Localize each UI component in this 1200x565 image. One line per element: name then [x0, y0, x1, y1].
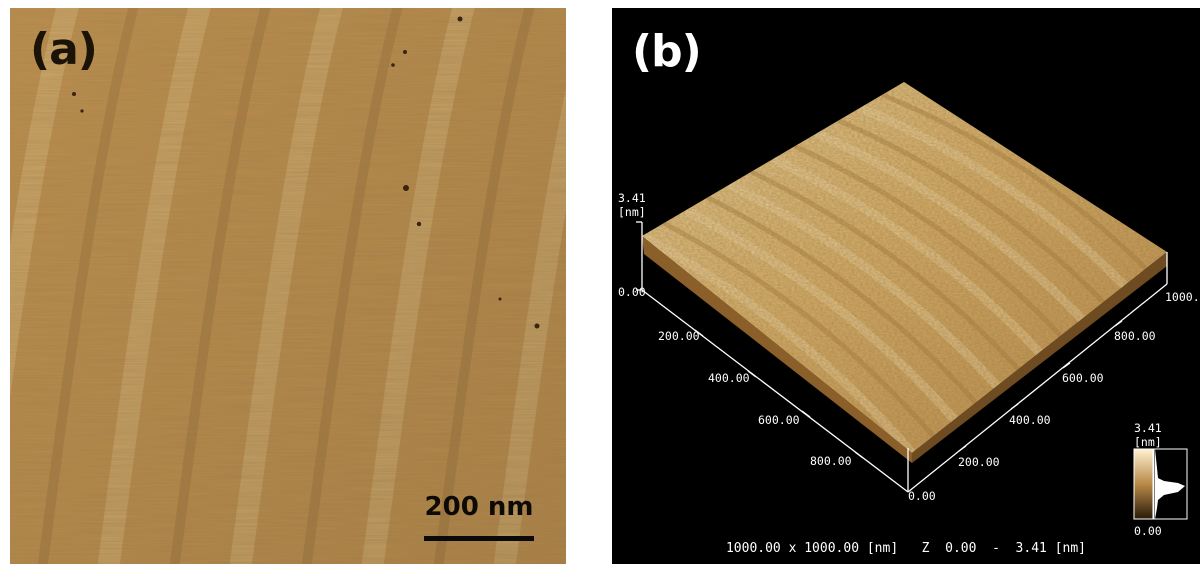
left-axis-tick-3: 600.00	[758, 413, 800, 427]
afm-texture	[10, 8, 566, 564]
z-axis-max-value: 3.41	[618, 191, 646, 205]
colorbar-max-value: 3.41	[1134, 421, 1162, 435]
left-axis-tick-4: 800.00	[810, 454, 852, 468]
afm-3d-rendering: 3.41 [nm] 0.00 200.00 400.00 600.00 800.…	[612, 8, 1200, 564]
caption-scan-size: 1000.00 x 1000.00 [nm]	[725, 541, 899, 556]
left-axis-tick-2: 400.00	[708, 371, 750, 385]
axes	[636, 221, 1168, 493]
surface-defects	[72, 16, 540, 329]
panel-label-b: (b)	[632, 26, 702, 77]
right-axis-tick-4: 800.00	[1114, 329, 1156, 343]
colorbar-min-value: 0.00	[1134, 524, 1162, 538]
right-axis-tick-3: 600.00	[1062, 371, 1104, 385]
color-scale-bar: 3.41 [nm] 0.00	[1133, 421, 1188, 538]
surface-mesh	[642, 82, 1167, 463]
scale-bar	[424, 536, 534, 541]
left-axis-tick-1: 200.00	[658, 329, 700, 343]
image-caption: 1000.00 x 1000.00 [nm] Z 0.00 - 3.41 [nm…	[612, 541, 1200, 556]
origin-label: 0.00	[908, 489, 936, 503]
afm-height-image: (a) 200 nm	[10, 8, 566, 564]
z-axis-unit: [nm]	[618, 205, 646, 219]
right-axis-tick-1: 200.00	[958, 455, 1000, 469]
right-axis-tick-2: 400.00	[1009, 413, 1051, 427]
colorbar-unit: [nm]	[1134, 435, 1162, 449]
panel-label-a: (a)	[30, 24, 98, 75]
right-axis-tick-5: 1000.	[1165, 290, 1200, 304]
scale-bar-label: 200 nm	[424, 492, 534, 522]
z-axis-min-value: 0.00	[618, 285, 646, 299]
afm-3d-plot: 3.41 [nm] 0.00 200.00 400.00 600.00 800.…	[618, 82, 1200, 538]
caption-z-range: Z 0.00 - 3.41 [nm]	[921, 541, 1087, 556]
